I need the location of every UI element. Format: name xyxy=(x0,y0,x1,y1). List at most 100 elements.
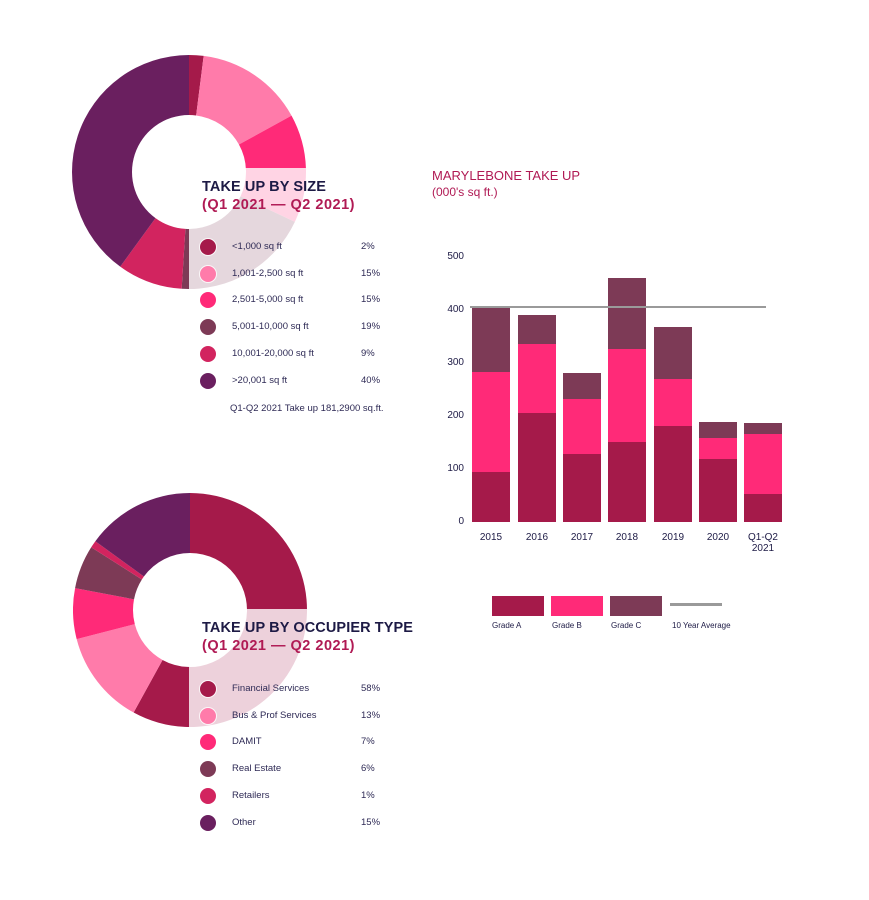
legend-label: 5,001-10,000 sq ft xyxy=(232,321,309,333)
x-axis-tick: 2015 xyxy=(479,532,503,543)
legend-label: 2,501-5,000 sq ft xyxy=(232,294,304,306)
legend-percent: 9% xyxy=(361,347,375,359)
legend-label: Financial Services xyxy=(232,683,310,694)
donut-segment-bus-prof-services xyxy=(76,624,163,713)
x-axis-tick: 2020 xyxy=(706,532,730,543)
bar-segment-grade-b xyxy=(699,438,737,459)
legend-swatch-grade-a xyxy=(492,596,544,616)
x-tick-line1: Q1-Q2 xyxy=(747,532,778,543)
bar-2016 xyxy=(518,315,556,522)
donut-segment-1-000-sq-ft xyxy=(189,55,204,116)
legend-dot-icon xyxy=(200,734,216,751)
bar-2017 xyxy=(563,372,601,522)
legend-item-1-001-2-500-sq-ft: 1,001-2,500 sq ft 15% xyxy=(200,265,410,285)
legend-item-20-001-sq-ft: >20,001 sq ft 40% xyxy=(200,372,410,392)
bar-segment-grade-c xyxy=(654,326,692,379)
ten-year-average-line xyxy=(470,305,766,308)
donut-segment-real-estate xyxy=(75,547,142,600)
y-axis-tick: 200 xyxy=(447,410,464,421)
legend-item-2-501-5-000-sq-ft: 2,501-5,000 sq ft 15% xyxy=(200,291,410,311)
bar-segment-grade-b xyxy=(563,399,601,455)
y-axis-tick: 300 xyxy=(447,357,464,368)
size-card-subtitle: (Q1 2021 — Q2 2021) xyxy=(202,197,355,213)
occupier-card-subtitle: (Q1 2021 — Q2 2021) xyxy=(202,638,355,654)
legend-swatch-grade-b xyxy=(551,596,603,616)
legend-label-grade-a: Grade A xyxy=(492,621,522,630)
legend-label: DAMIT xyxy=(232,736,262,748)
bar-segment-grade-c xyxy=(518,315,556,344)
legend-percent: 40% xyxy=(361,374,381,386)
x-axis-tick: 2019 xyxy=(661,532,685,543)
bar-segment-grade-b xyxy=(744,434,782,494)
size-card-title: TAKE UP BY SIZE xyxy=(202,179,326,195)
donut-segment-1-001-2-500-sq-ft xyxy=(196,55,292,145)
legend-percent: 19% xyxy=(361,321,381,333)
occupier-card-title: TAKE UP BY OCCUPIER TYPE xyxy=(202,620,414,636)
bar-segment-grade-c xyxy=(699,422,737,439)
legend-swatch-ten-year-average xyxy=(670,603,722,606)
legend-percent: 15% xyxy=(361,267,381,279)
bar-q1-q2-2021 xyxy=(744,423,782,522)
legend-item-bus-prof-services: Bus & Prof Services 13% xyxy=(200,707,410,727)
legend-percent: 15% xyxy=(361,294,381,306)
bar-segment-grade-c xyxy=(744,423,782,435)
bar-chart-units: (000's sq ft.) xyxy=(432,185,498,199)
legend-item-5-001-10-000-sq-ft: 5,001-10,000 sq ft 19% xyxy=(200,318,410,338)
legend-label: 1,001-2,500 sq ft xyxy=(232,267,304,279)
legend-dot-icon xyxy=(200,707,216,724)
size-total-note: Q1-Q2 2021 Take up 181,2900 sq.ft. xyxy=(230,403,384,414)
size-legend-card: TAKE UP BY SIZE (Q1 2021 — Q2 2021) <1,0… xyxy=(189,168,417,444)
x-tick-line2: 2021 xyxy=(751,543,775,554)
legend-dot-icon xyxy=(200,319,216,336)
donut-segment-damit xyxy=(73,588,135,640)
occupier-legend-card: TAKE UP BY OCCUPIER TYPE (Q1 2021 — Q2 2… xyxy=(189,609,417,883)
bar-segment-grade-c xyxy=(472,307,510,372)
legend-label-grade-b: Grade B xyxy=(552,621,582,630)
legend-item-financial-services: Financial Services 58% xyxy=(200,680,410,700)
legend-dot-icon xyxy=(200,814,216,831)
legend-dot-icon xyxy=(200,787,216,804)
legend-dot-icon xyxy=(200,681,216,697)
y-axis-tick: 100 xyxy=(447,463,464,474)
legend-percent: 58% xyxy=(361,683,381,694)
donut-segment-20-001-sq-ft xyxy=(72,55,189,267)
legend-percent: 7% xyxy=(361,736,375,748)
x-axis-tick: 2017 xyxy=(570,532,594,543)
donut-segment-other xyxy=(95,493,190,577)
y-axis-tick: 0 xyxy=(458,516,464,527)
legend-label-grade-c: Grade C xyxy=(611,621,642,630)
bar-chart-title: MARYLEBONE TAKE UP (000's sq ft.) xyxy=(432,167,580,201)
legend-label: <1,000 sq ft xyxy=(232,241,282,252)
legend-dot-icon xyxy=(200,239,216,255)
bar-segment-grade-b xyxy=(518,343,556,413)
legend-dot-icon xyxy=(200,372,216,389)
legend-percent: 1% xyxy=(361,789,375,801)
legend-item-real-estate: Real Estate 6% xyxy=(200,760,410,780)
x-axis-tick-q1-q2-2021: Q1-Q2 2021 xyxy=(742,532,784,554)
legend-item-damit: DAMIT 7% xyxy=(200,733,410,753)
bar-chart-title-text: MARYLEBONE TAKE UP xyxy=(432,168,581,183)
bar-segment-grade-b xyxy=(608,348,646,443)
bar-2020 xyxy=(699,422,737,522)
legend-dot-icon xyxy=(200,761,216,778)
donut-segment-retailers xyxy=(91,541,144,580)
bar-segment-grade-a xyxy=(563,454,601,522)
legend-percent: 2% xyxy=(361,241,375,252)
legend-label: >20,001 sq ft xyxy=(232,374,288,386)
bar-segment-grade-b xyxy=(654,378,692,426)
bar-segment-grade-a xyxy=(472,471,510,522)
bar-2019 xyxy=(654,326,692,522)
legend-percent: 6% xyxy=(361,763,375,775)
legend-swatch-grade-c xyxy=(610,596,662,616)
legend-percent: 15% xyxy=(361,816,381,828)
y-axis-tick: 500 xyxy=(447,251,464,262)
legend-item-1-000-sq-ft: <1,000 sq ft 2% xyxy=(200,238,410,258)
donut-segment-10-001-20-000-sq-ft xyxy=(120,218,186,289)
x-axis-tick: 2016 xyxy=(525,532,549,543)
bar-2015 xyxy=(472,307,510,522)
legend-label: Bus & Prof Services xyxy=(232,709,317,721)
y-axis-tick: 400 xyxy=(447,304,464,315)
legend-label: Retailers xyxy=(232,789,270,801)
legend-item-other: Other 15% xyxy=(200,814,410,834)
bar-2018 xyxy=(608,277,646,522)
